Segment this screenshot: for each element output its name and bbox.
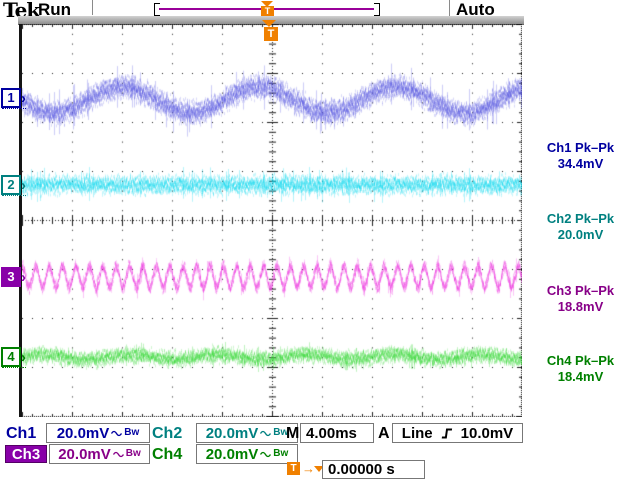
ch3-ac-sine-icon: [112, 451, 124, 457]
measurement-ch3-label: Ch3 Pk–Pk: [546, 283, 615, 298]
channel-marker-ch4[interactable]: 4 ›: [1, 347, 26, 367]
ch2-bandwidth-label: Bw: [273, 427, 289, 438]
channel-marker-ch4-tail: [2, 367, 26, 368]
channel-marker-ch1[interactable]: 1 ›: [1, 88, 26, 108]
channel-marker-ch1-number: 1: [1, 88, 21, 108]
ch4-scale-readout[interactable]: 20.0mV Bw: [196, 444, 298, 464]
trigger-time-arrow-icon: →: [302, 461, 315, 476]
measurement-ch4-label: Ch4 Pk–Pk: [546, 353, 615, 368]
trigger-position-t-marker[interactable]: T: [264, 27, 278, 41]
channel-marker-ch2-arrow-icon: ›: [21, 176, 26, 194]
record-view-left-bracket: [154, 3, 160, 16]
ch1-bandwidth-label: Bw: [124, 427, 140, 438]
measurement-ch4-value: 18.4mV: [557, 369, 604, 384]
trigger-time-t-icon: T: [287, 462, 300, 475]
channel-marker-ch4-number: 4: [1, 347, 21, 367]
measurement-ch4: Ch4 Pk–Pk 18.4mV: [521, 353, 640, 385]
graticule-left-edge: [19, 24, 22, 417]
ch1-ac-sine-icon: [111, 430, 123, 436]
channel-marker-ch2-tail: [2, 195, 26, 196]
trigger-mode-label: Auto: [456, 0, 495, 19]
ch4-bandwidth-label: Bw: [273, 448, 289, 459]
trigger-readout[interactable]: Line 10.0mV: [392, 423, 523, 443]
ch2-label: Ch2: [152, 425, 183, 442]
measurement-ch3: Ch3 Pk–Pk 18.8mV: [521, 283, 640, 315]
ch1-scale-readout[interactable]: 20.0mV Bw: [46, 423, 150, 443]
ch3-bandwidth-label: Bw: [125, 448, 141, 459]
ch1-label: Ch1: [6, 425, 37, 442]
record-trigger-arrow-icon: [261, 1, 273, 7]
trigger-source: Line: [401, 424, 433, 442]
ch2-ac-sine-icon: [260, 430, 272, 436]
trigger-position-arrow-icon: [262, 20, 276, 27]
measurement-ch2-label: Ch2 Pk–Pk: [546, 211, 615, 226]
waveform-canvas: [22, 24, 522, 417]
ch2-scale-value: 20.0mV: [205, 424, 259, 442]
timebase-prefix: M: [286, 425, 300, 442]
trigger-prefix: A: [378, 425, 390, 442]
channel-marker-ch3-number: 3: [1, 267, 21, 287]
measurement-ch1-value: 34.4mV: [557, 156, 604, 171]
channel-marker-ch3[interactable]: 3 ›: [1, 267, 26, 287]
ch4-ac-sine-icon: [260, 451, 272, 457]
topbar-divider-left: [92, 0, 93, 15]
topbar-divider-right: [449, 0, 450, 16]
measurement-ch1: Ch1 Pk–Pk 34.4mV: [521, 140, 640, 172]
measurement-ch2-value: 20.0mV: [557, 227, 604, 242]
channel-marker-ch2[interactable]: 2 ›: [1, 175, 26, 195]
trigger-time-readout[interactable]: 0.00000 s: [322, 460, 425, 479]
acquisition-status: Run: [38, 0, 72, 19]
record-trigger-t-icon[interactable]: T: [261, 6, 274, 17]
channel-marker-ch3-arrow-icon: ›: [21, 268, 26, 286]
channel-marker-ch1-tail: [2, 108, 26, 109]
ch3-scale-readout[interactable]: 20.0mV Bw: [49, 444, 150, 464]
channel-marker-ch2-number: 2: [1, 175, 21, 195]
trigger-time-marker-icon: [314, 466, 324, 472]
ch3-scale-value: 20.0mV: [58, 445, 111, 463]
ch4-label: Ch4: [152, 446, 183, 463]
ch3-label-badge: Ch3: [5, 445, 47, 463]
timebase-readout[interactable]: 4.00ms: [300, 423, 374, 443]
measurement-ch3-value: 18.8mV: [557, 299, 604, 314]
measurement-ch2: Ch2 Pk–Pk 20.0mV: [521, 211, 640, 243]
rising-edge-icon: [441, 428, 452, 439]
record-view-right-bracket: [374, 3, 380, 16]
ch4-scale-value: 20.0mV: [205, 445, 259, 463]
channel-marker-ch1-arrow-icon: ›: [21, 89, 26, 107]
channel-marker-ch4-arrow-icon: ›: [21, 348, 26, 366]
trigger-time-value: 0.00000 s: [328, 461, 395, 478]
ch1-scale-value: 20.0mV: [56, 424, 110, 442]
ch2-scale-readout[interactable]: 20.0mV Bw: [196, 423, 298, 443]
trigger-level: 10.0mV: [460, 424, 514, 442]
measurement-ch1-label: Ch1 Pk–Pk: [546, 140, 615, 155]
timebase-value: 4.00ms: [306, 424, 357, 442]
